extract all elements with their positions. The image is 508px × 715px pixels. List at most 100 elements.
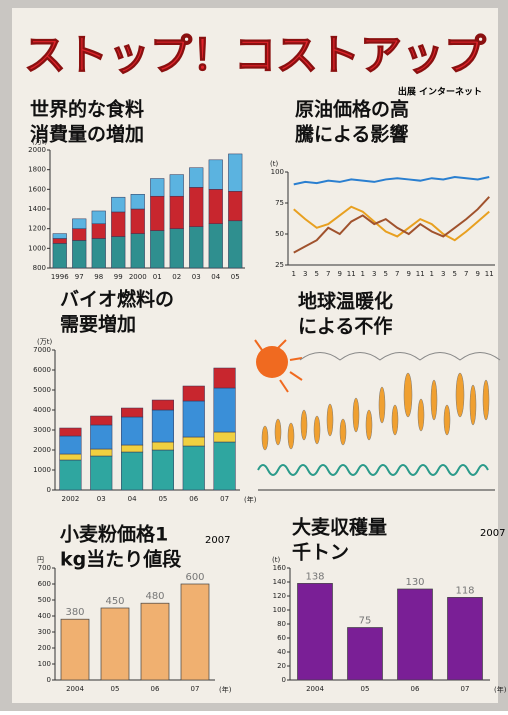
bar-segment [213, 441, 236, 491]
x-tick-label: 3 [303, 270, 307, 278]
y-tick-label: 2000 [33, 446, 51, 454]
note: 2007 [480, 528, 505, 539]
value-label: 75 [359, 616, 372, 627]
bar-segment [213, 367, 236, 389]
y-tick-label: 4000 [33, 406, 51, 414]
y-tick-label: 7000 [33, 346, 51, 354]
bar-segment [150, 230, 165, 269]
y-tick-label: 120 [273, 592, 286, 600]
bar-segment [208, 189, 223, 224]
x-tick-label: 01 [153, 273, 162, 281]
x-unit: (年) [219, 685, 232, 694]
x-tick-label: 7 [395, 270, 399, 278]
bar-segment [121, 451, 144, 491]
bar [447, 597, 483, 681]
bar-segment [91, 210, 106, 224]
x-tick-label: 3 [372, 270, 376, 278]
bar-segment [90, 424, 113, 450]
y-tick-label: 1000 [28, 244, 46, 252]
bar-segment [150, 178, 165, 197]
bar-segment [52, 233, 67, 239]
x-unit: (年) [244, 495, 257, 504]
poster-title: ストップ！コストアップ [24, 31, 486, 80]
bar-segment [130, 194, 145, 210]
bar-segment [111, 236, 126, 269]
note: 2007 [205, 535, 230, 546]
y-tick-label: 25 [275, 261, 284, 269]
y-tick-label: 3000 [33, 426, 51, 434]
bar-segment [59, 427, 82, 437]
x-tick-label: 05 [361, 685, 370, 693]
y-tick-label: 50 [275, 230, 284, 238]
x-tick-label: 1996 [51, 273, 69, 281]
bar-segment [228, 220, 243, 269]
y-tick-label: 100 [271, 168, 284, 176]
bar-segment [208, 223, 223, 269]
bar-segment [151, 399, 174, 411]
x-tick-label: 98 [94, 273, 103, 281]
source: 出展 インターネット [398, 86, 482, 98]
y-tick-label: 20 [277, 662, 286, 670]
x-tick-label: 06 [151, 685, 160, 693]
x-tick-label: 05 [231, 273, 240, 281]
value-label: 118 [455, 585, 474, 596]
x-tick-label: 5 [453, 270, 457, 278]
x-tick-label: 2004 [66, 685, 84, 693]
bar [347, 627, 383, 681]
bar [180, 583, 210, 681]
line [293, 205, 490, 242]
x-tick-label: 97 [75, 273, 84, 281]
bar-segment [59, 435, 82, 455]
x-tick-label: 5 [315, 270, 319, 278]
x-tick-label: 11 [347, 270, 356, 278]
y-tick-label: 700 [38, 564, 51, 572]
y-tick-label: 400 [38, 612, 51, 620]
y-tick-label: 800 [33, 264, 46, 272]
x-tick-label: 07 [220, 495, 229, 503]
y-tick-label: 75 [275, 199, 284, 207]
bar-segment [90, 415, 113, 426]
x-tick-label: 11 [485, 270, 494, 278]
y-tick-label: 160 [273, 564, 286, 572]
bar-segment [151, 449, 174, 491]
chart-title: 小麦粉価格1 [60, 523, 168, 546]
x-tick-label: 1 [361, 270, 365, 278]
x-tick-label: 5 [384, 270, 388, 278]
bar-segment [52, 243, 67, 269]
bar-segment [121, 407, 144, 418]
y-tick-label: 100 [273, 606, 286, 614]
x-tick-label: 03 [192, 273, 201, 281]
x-tick-label: 9 [338, 270, 342, 278]
x-tick-label: 02 [172, 273, 181, 281]
panel-title: による不作 [298, 315, 392, 338]
bar-segment [151, 441, 174, 451]
y-unit: (t) [270, 160, 278, 168]
bar-segment [91, 223, 106, 239]
bar-segment [208, 159, 223, 190]
chart-title: 世界的な食料 [30, 98, 144, 121]
bar-segment [72, 240, 87, 269]
bar-segment [121, 444, 144, 453]
bar [100, 607, 130, 681]
bar-segment [111, 196, 126, 213]
value-label: 450 [105, 596, 124, 607]
y-tick-label: 200 [38, 644, 51, 652]
chart-title: 騰による影響 [294, 123, 408, 146]
bar-segment [182, 385, 205, 402]
chart-title: バイオ燃料の [60, 288, 174, 311]
bar [140, 602, 170, 681]
x-tick-label: 7 [464, 270, 468, 278]
bar [297, 583, 333, 681]
bar-segment [90, 455, 113, 491]
y-tick-label: 1800 [28, 166, 46, 174]
y-unit: (万t) [37, 338, 52, 346]
y-tick-label: 2000 [28, 146, 46, 154]
bar-segment [169, 195, 184, 229]
climate-illustration [254, 339, 501, 491]
y-tick-label: 300 [38, 628, 51, 636]
bar-segment [150, 195, 165, 231]
y-unit: (t) [272, 556, 280, 564]
y-tick-label: 5000 [33, 386, 51, 394]
x-tick-label: 04 [128, 495, 137, 503]
